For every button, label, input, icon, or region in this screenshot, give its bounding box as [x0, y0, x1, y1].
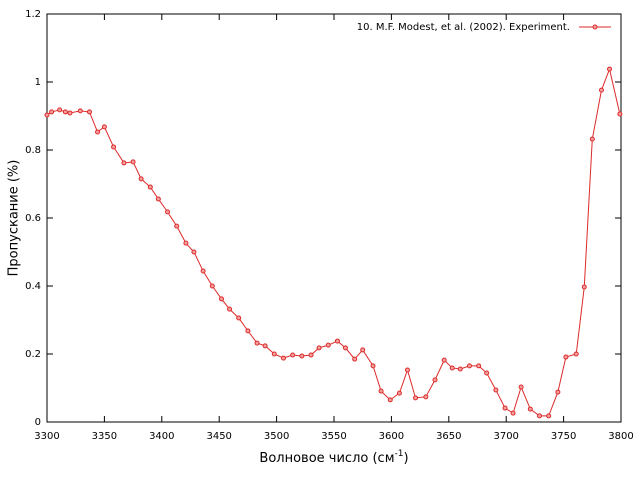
- legend-marker: [592, 24, 598, 30]
- series-marker: [227, 306, 233, 312]
- y-tick-label: 0.4: [25, 281, 41, 292]
- y-tick-label: 0.8: [25, 145, 41, 156]
- series-marker: [387, 397, 393, 403]
- legend-label: 10. M.F. Modest, et al. (2002). Experime…: [357, 22, 570, 33]
- series-marker: [423, 394, 429, 400]
- x-axis-label: Волновое число (см-1): [259, 449, 408, 466]
- series-marker: [57, 107, 63, 113]
- x-tick-label: 3400: [149, 431, 174, 442]
- series-marker: [607, 66, 613, 72]
- series-marker: [527, 406, 533, 412]
- series-marker: [101, 124, 107, 130]
- series-marker: [502, 405, 508, 411]
- series-marker: [432, 377, 438, 383]
- series-marker: [404, 367, 410, 373]
- y-tick-label: 0: [35, 417, 41, 428]
- series-marker: [200, 268, 206, 274]
- series-line: [46, 67, 621, 417]
- series-marker: [555, 389, 561, 395]
- series-marker: [86, 109, 92, 115]
- x-tick-label: 3450: [206, 431, 231, 442]
- series-marker: [218, 296, 224, 302]
- series-marker: [254, 340, 260, 346]
- series-marker: [441, 357, 447, 363]
- series-marker: [581, 284, 587, 290]
- series-marker: [191, 249, 197, 255]
- series-marker: [121, 160, 127, 166]
- series-marker: [378, 388, 384, 394]
- series-marker: [334, 338, 340, 344]
- series-marker: [44, 112, 50, 118]
- y-tick-label: 0.6: [25, 213, 41, 224]
- x-tick-label: 3550: [321, 431, 346, 442]
- x-tick-label: 3800: [608, 431, 633, 442]
- series-marker: [352, 356, 358, 362]
- series-marker: [49, 109, 55, 115]
- y-axis-label: Пропускание (%): [7, 160, 22, 277]
- x-tick-label: 3700: [493, 431, 518, 442]
- series-marker: [155, 196, 161, 202]
- series-marker: [95, 129, 101, 135]
- x-axis-label-text: Волновое число (см: [259, 451, 394, 466]
- series-marker: [183, 240, 189, 246]
- series-marker: [62, 109, 68, 115]
- series-marker: [360, 347, 366, 353]
- x-tick-label: 3500: [264, 431, 289, 442]
- series-marker: [510, 410, 516, 416]
- series-marker: [370, 363, 376, 369]
- series-marker: [165, 209, 171, 215]
- series-marker: [563, 354, 569, 360]
- x-tick-label: 3750: [551, 431, 576, 442]
- series-marker: [147, 184, 153, 190]
- series-marker: [77, 108, 83, 114]
- series-marker: [138, 176, 144, 182]
- series-marker: [342, 345, 348, 351]
- series-marker: [325, 342, 331, 348]
- series-marker: [598, 87, 604, 93]
- series-marker: [484, 370, 490, 376]
- y-tick-label: 1.2: [25, 9, 41, 20]
- x-axis-label-end: ): [403, 451, 408, 466]
- x-axis-label-sup: -1: [395, 449, 404, 459]
- x-tick-label: 3300: [34, 431, 59, 442]
- series-marker: [308, 352, 314, 358]
- series-marker: [536, 413, 542, 419]
- series-marker: [546, 413, 552, 419]
- series-marker: [476, 363, 482, 369]
- series-marker: [466, 363, 472, 369]
- series-marker: [617, 111, 623, 117]
- series-marker: [518, 384, 524, 390]
- series-marker: [209, 283, 215, 289]
- series-marker: [271, 351, 277, 357]
- series-marker: [457, 366, 463, 372]
- x-tick-label: 3350: [92, 431, 117, 442]
- series-marker: [174, 223, 180, 229]
- series-marker: [316, 345, 322, 351]
- series-marker: [493, 387, 499, 393]
- x-tick-label: 3650: [436, 431, 461, 442]
- y-tick-label: 0.2: [25, 349, 41, 360]
- series-marker: [413, 395, 419, 401]
- series-marker: [449, 365, 455, 371]
- series-marker: [299, 353, 305, 359]
- y-tick-label: 1: [35, 77, 41, 88]
- series-marker: [236, 315, 242, 321]
- series-marker: [111, 144, 117, 150]
- x-tick-label: 3600: [379, 431, 404, 442]
- series-marker: [589, 136, 595, 142]
- series-marker: [245, 328, 251, 334]
- series-marker: [130, 159, 136, 165]
- series-marker: [396, 390, 402, 396]
- plot-frame: [46, 13, 622, 423]
- series-marker: [262, 343, 268, 349]
- series-marker: [290, 352, 296, 358]
- series-marker: [280, 355, 286, 361]
- series-marker: [573, 351, 579, 357]
- series-marker: [67, 110, 73, 116]
